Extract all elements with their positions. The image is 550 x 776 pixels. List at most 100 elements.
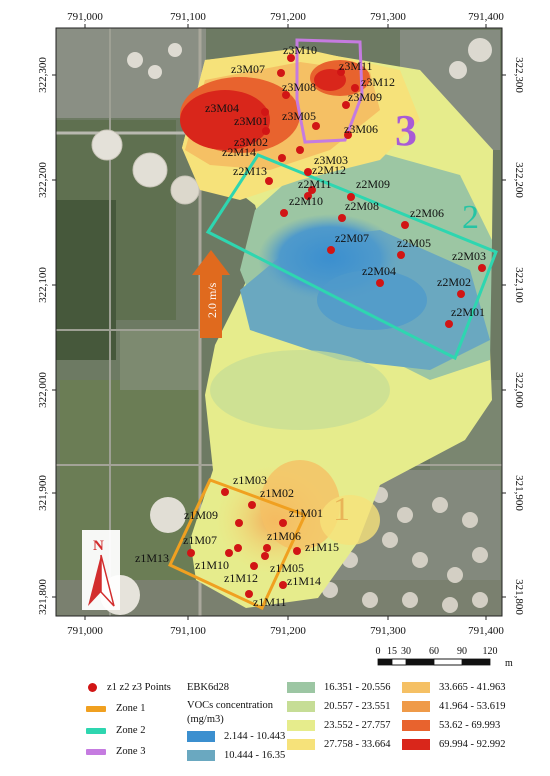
sample-point-marker[interactable] [221,488,229,496]
sample-point[interactable]: z2M08 [338,199,379,222]
sample-point-label: z3M07 [231,62,265,76]
sample-point[interactable]: z1M14 [279,574,321,589]
zone-2-boundary [205,153,498,361]
sample-point-label: z1M05 [270,561,304,575]
sample-point[interactable]: z3M09 [342,90,382,109]
sample-point[interactable]: z1M12 [224,562,258,585]
sample-point[interactable]: z1M13 [135,549,195,565]
sample-point[interactable]: z3M06 [344,122,378,139]
sample-point[interactable]: z3M12 [351,75,395,92]
sample-point-marker[interactable] [245,590,253,598]
sample-point[interactable]: z2M11 [298,177,332,200]
sample-point-marker[interactable] [342,101,350,109]
sample-point[interactable]: z2M01 [445,305,485,328]
sample-point[interactable]: z2M14 [222,145,286,162]
sample-point-marker[interactable] [265,177,273,185]
sample-point-label: z2M10 [289,194,323,208]
sample-point-marker[interactable] [261,552,269,560]
scale-tick-label: 0 [376,646,381,657]
sample-point[interactable]: z3M04 [205,101,269,116]
sample-point-marker[interactable] [250,562,258,570]
sample-point[interactable]: z3M05 [282,109,320,130]
sample-point[interactable]: z1M01 [279,506,323,527]
sample-point-marker[interactable] [277,69,285,77]
sample-point[interactable]: z2M09 [347,177,390,201]
sample-point-marker[interactable] [308,186,316,194]
sample-point-label: z1M09 [184,508,218,522]
sample-point-marker[interactable] [304,192,312,200]
x-tick-label-top: 791,300 [370,11,406,23]
sample-point-marker[interactable] [351,84,359,92]
sample-point[interactable]: z1M11 [245,590,287,609]
sample-point-marker[interactable] [337,68,345,76]
sample-point-marker[interactable] [304,168,312,176]
sample-point-marker[interactable] [282,91,290,99]
sample-point-marker[interactable] [478,264,486,272]
y-tick-label-right: 322,100 [513,267,525,303]
sample-point-marker[interactable] [278,154,286,162]
sample-point[interactable]: z1M07 [183,533,242,552]
sample-point[interactable]: z3M11 [337,59,373,76]
sample-point-marker[interactable] [445,320,453,328]
sample-point[interactable]: z1M10 [195,549,233,572]
sample-point-marker[interactable] [347,193,355,201]
y-tick-label-right: 322,000 [513,372,525,408]
sample-point[interactable]: z2M05 [397,236,431,259]
sample-point-marker[interactable] [279,519,287,527]
sample-point[interactable]: z2M02 [437,275,471,298]
sample-point[interactable]: z3M03 [304,153,348,176]
legend-class-range: 41.964 - 53.619 [439,701,506,712]
sample-point-marker[interactable] [187,549,195,557]
sample-point[interactable]: z1M05 [261,552,304,575]
sample-point-marker[interactable] [401,221,409,229]
sample-point[interactable]: z2M06 [401,206,444,229]
y-tick-label-left: 322,000 [37,372,49,408]
y-tick-label-left: 322,200 [37,162,49,198]
sample-point-label: z2M09 [356,177,390,191]
sample-point-marker[interactable] [225,549,233,557]
sample-point-marker[interactable] [312,122,320,130]
legend-class-item: 2.144 - 10.443 [187,731,285,742]
sample-point-marker[interactable] [327,246,335,254]
sample-point-marker[interactable] [457,290,465,298]
sample-point[interactable]: z2M07 [327,231,369,254]
sample-point[interactable]: z1M03 [221,473,267,496]
sample-point[interactable]: z3M10 [283,43,317,62]
sample-point[interactable]: z2M04 [362,264,396,287]
sample-point-marker[interactable] [287,54,295,62]
sample-point-marker[interactable] [296,146,304,154]
sample-point-marker[interactable] [234,544,242,552]
sample-point-marker[interactable] [344,131,352,139]
sample-point-marker[interactable] [280,209,288,217]
sample-point-label: z1M07 [183,533,217,547]
sample-point[interactable]: z2M12 [308,163,346,194]
sample-point-marker[interactable] [262,127,270,135]
sample-point-marker[interactable] [338,214,346,222]
sample-point[interactable]: z1M02 [248,486,294,509]
x-tick-label-top: 791,000 [67,11,103,23]
sample-point-marker[interactable] [248,501,256,509]
sample-point[interactable]: z2M13 [233,164,273,185]
north-arrow: N [82,530,120,610]
sample-point-marker[interactable] [263,544,271,552]
sample-point-marker[interactable] [293,547,301,555]
x-tick-label-bottom: 791,100 [170,625,206,637]
sample-point-marker[interactable] [397,251,405,259]
sample-point-marker[interactable] [279,581,287,589]
sample-point-marker[interactable] [261,108,269,116]
sample-point-marker[interactable] [235,519,243,527]
sample-point[interactable]: z1M15 [293,540,339,555]
sample-point[interactable]: z2M10 [280,194,323,217]
sample-point[interactable]: z3M02 [234,135,304,154]
sample-point[interactable]: z3M08 [282,80,316,99]
sample-point[interactable]: z3M01 [234,114,270,135]
legend-color-swatch [287,739,315,750]
sample-point-label: z1M10 [195,558,229,572]
sample-point[interactable]: z1M06 [263,529,301,552]
legend-color-swatch [187,731,215,742]
sample-point[interactable]: z1M09 [184,508,243,527]
sample-point[interactable]: z2M03 [452,249,486,272]
sample-point-label: z2M13 [233,164,267,178]
sample-point[interactable]: z3M07 [231,62,285,77]
sample-point-marker[interactable] [376,279,384,287]
